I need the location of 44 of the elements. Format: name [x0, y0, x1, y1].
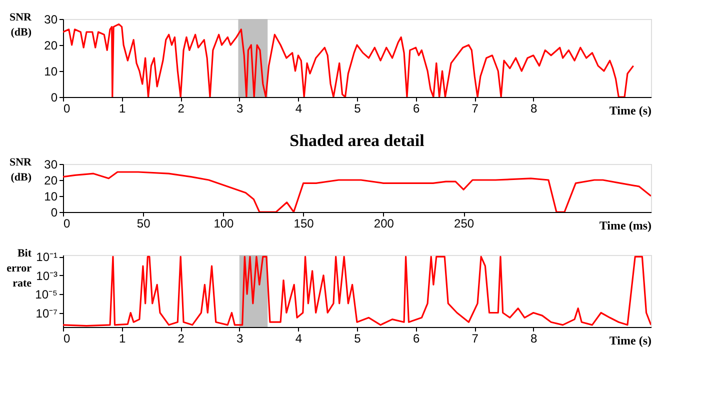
x-tick-label: 4 [295, 332, 302, 346]
x-tick-label: 3 [236, 102, 244, 116]
x-tick-label: 3 [236, 332, 244, 346]
x-tick-label: 100 [214, 216, 234, 230]
x-tick-label: 0 [64, 102, 70, 116]
y-tick-label: 10⁻³ [36, 268, 58, 283]
x-tick-label: 6 [412, 332, 420, 346]
x-tick-label: 5 [354, 102, 362, 116]
x-tick-label: 4 [295, 102, 302, 116]
x-tick-label: 1 [118, 332, 126, 346]
y-tick-label: 20 [44, 38, 58, 52]
x-tick-label: 2 [178, 102, 185, 116]
x-tick-label: 0 [64, 332, 70, 346]
x-tick-label: 250 [454, 216, 474, 230]
x-tick-label: 2 [178, 332, 185, 346]
x-tick-label: 0 [64, 216, 70, 230]
y-tick-label: 10⁻⁵ [35, 288, 58, 302]
y-tick-label: 10 [44, 190, 58, 204]
x-tick-label: 7 [472, 102, 479, 116]
x-tick-label: 1 [118, 102, 126, 116]
y-tick-label: 30 [44, 12, 58, 26]
chart-title: Shaded area detail [290, 131, 425, 150]
x-axis-title: Time (ms) [599, 218, 652, 232]
y-axis-title: SNR (dB) [9, 12, 33, 38]
y-tick-label: 30 [44, 158, 58, 172]
x-tick-label: 7 [472, 332, 479, 346]
x-tick-label: 8 [530, 102, 538, 116]
y-tick-label: 20 [44, 174, 58, 188]
y-tick-label: 10⁻⁷ [36, 306, 58, 320]
x-tick-label: 150 [294, 216, 314, 230]
x-tick-label: 50 [136, 216, 151, 230]
y-tick-label: 10 [44, 64, 58, 78]
x-tick-label: 200 [374, 216, 394, 230]
y-axis-title: SNR (dB) [9, 156, 33, 184]
x-tick-label: 5 [354, 332, 362, 346]
y-tick-label: 0 [50, 90, 58, 104]
y-axis-title: Bit error rate [6, 248, 32, 290]
y-tick-label: 0 [50, 206, 58, 220]
x-tick-label: 6 [412, 102, 420, 116]
y-tick-label: 10⁻¹ [36, 250, 58, 264]
x-axis-title: Time (s) [609, 104, 652, 118]
x-axis-title: Time (s) [609, 334, 652, 348]
x-tick-label: 8 [530, 332, 538, 346]
line-series [63, 23, 634, 97]
